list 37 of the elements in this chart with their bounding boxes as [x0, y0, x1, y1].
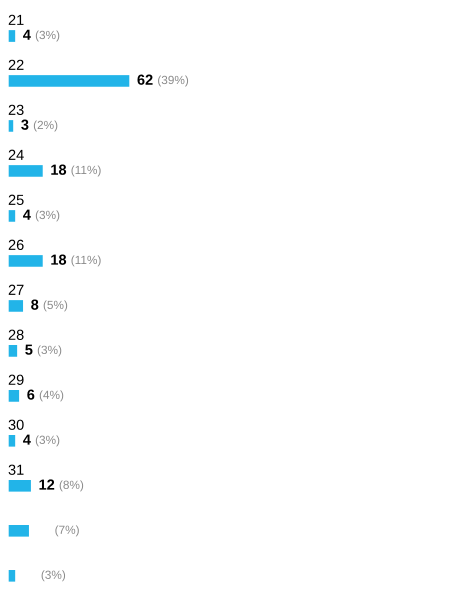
y-tick-label: 25 — [8, 194, 24, 205]
data-label: 4 (3%) — [23, 210, 60, 222]
y-tick-label: 31 — [8, 464, 24, 475]
bar — [8, 524, 30, 538]
bar — [8, 298, 24, 314]
data-label: 18 (11%) — [51, 254, 101, 266]
data-label: 4 (3%) — [23, 30, 60, 42]
bar — [8, 28, 17, 44]
bar — [8, 74, 131, 88]
y-tick-label: 27 — [8, 284, 24, 295]
bar — [8, 434, 17, 448]
annotation: (7%) — [55, 525, 79, 536]
data-label: 8 (5%) — [31, 299, 68, 312]
bar — [8, 254, 44, 268]
y-tick-label: 22 — [8, 60, 24, 70]
data-label: 3 (2%) — [21, 120, 58, 132]
bar — [8, 118, 15, 134]
data-label: 18 (11%) — [51, 164, 101, 176]
y-tick-label: 28 — [8, 330, 24, 340]
bar — [8, 388, 20, 404]
data-label: 4 (3%) — [23, 434, 60, 446]
y-tick-label: 30 — [8, 420, 24, 430]
data-label: 6 (4%) — [27, 389, 64, 402]
bar — [8, 164, 44, 178]
bar — [8, 478, 32, 494]
data-label: 5 (3%) — [25, 344, 62, 356]
data-label: 12 (8%) — [39, 479, 84, 492]
bar — [8, 208, 17, 224]
bar — [8, 568, 17, 584]
y-tick-label: 29 — [8, 374, 24, 385]
y-tick-label: 24 — [8, 150, 24, 160]
y-tick-label: 26 — [8, 240, 24, 250]
annotation: (3%) — [42, 570, 66, 582]
y-tick-label: 23 — [8, 104, 24, 116]
bar — [8, 344, 19, 358]
data-label: 62 (39%) — [137, 74, 188, 86]
y-tick-label: 21 — [8, 14, 24, 25]
